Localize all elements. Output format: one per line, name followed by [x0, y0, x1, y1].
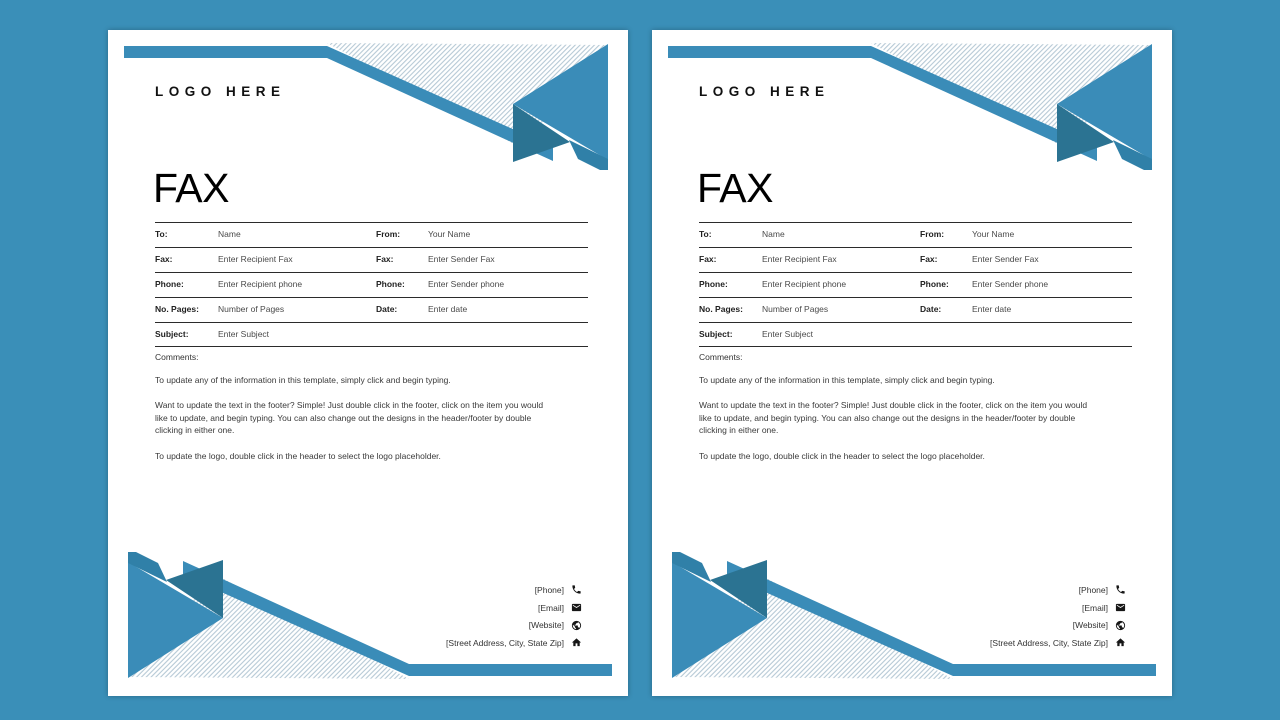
field-label-from: From:	[920, 229, 945, 239]
form-row-phone: Phone: Enter Recipient phone Phone: Ente…	[699, 272, 1132, 297]
field-value-recipient-phone[interactable]: Enter Recipient phone	[218, 279, 303, 289]
field-value-recipient-fax[interactable]: Enter Recipient Fax	[218, 254, 293, 264]
field-label-date: Date:	[920, 304, 942, 314]
field-label-recipient-phone: Phone:	[155, 279, 184, 289]
instruction-paragraph[interactable]: Want to update the text in the footer? S…	[699, 400, 1088, 436]
contact-row-email: [Email]	[990, 599, 1126, 617]
contact-row-address: [Street Address, City, State Zip]	[990, 634, 1126, 652]
form-row-pages-date: No. Pages: Number of Pages Date: Enter d…	[699, 297, 1132, 322]
phone-placeholder[interactable]: [Phone]	[534, 584, 564, 595]
website-icon	[571, 620, 582, 631]
address-placeholder[interactable]: [Street Address, City, State Zip]	[990, 637, 1108, 648]
comments-label[interactable]: Comments:	[155, 352, 199, 362]
home-icon	[1115, 637, 1126, 648]
field-label-recipient-fax: Fax:	[699, 254, 717, 264]
form-row-pages-date: No. Pages: Number of Pages Date: Enter d…	[155, 297, 588, 322]
field-value-date[interactable]: Enter date	[428, 304, 468, 314]
field-label-sender-fax: Fax:	[376, 254, 394, 264]
comments-label[interactable]: Comments:	[699, 352, 743, 362]
fax-form: To: Name From: Your Name Fax: Enter Reci…	[699, 222, 1132, 347]
field-label-date: Date:	[376, 304, 398, 314]
fax-cover-page-1: LOGO HERE FAX To: Name From: Your Name F…	[108, 30, 628, 696]
footer-origami-graphic	[672, 552, 1156, 679]
field-value-subject[interactable]: Enter Subject	[218, 329, 270, 339]
field-label-no-pages: No. Pages:	[155, 304, 199, 314]
form-row-fax: Fax: Enter Recipient Fax Fax: Enter Send…	[155, 247, 588, 272]
contact-row-address: [Street Address, City, State Zip]	[446, 634, 582, 652]
field-label-sender-phone: Phone:	[376, 279, 405, 289]
field-label-subject: Subject:	[699, 329, 733, 339]
form-row-fax: Fax: Enter Recipient Fax Fax: Enter Send…	[699, 247, 1132, 272]
form-row-phone: Phone: Enter Recipient phone Phone: Ente…	[155, 272, 588, 297]
field-value-recipient-phone[interactable]: Enter Recipient phone	[762, 279, 847, 289]
field-label-sender-fax: Fax:	[920, 254, 938, 264]
form-row-to-from: To: Name From: Your Name	[699, 222, 1132, 247]
website-icon	[1115, 620, 1126, 631]
page-title: FAX	[153, 165, 229, 211]
field-label-sender-phone: Phone:	[920, 279, 949, 289]
field-value-date[interactable]: Enter date	[972, 304, 1012, 314]
footer-origami-graphic	[128, 552, 612, 679]
field-value-no-pages[interactable]: Number of Pages	[218, 304, 285, 314]
form-row-subject: Subject: Enter Subject	[155, 322, 588, 347]
contact-row-email: [Email]	[446, 599, 582, 617]
field-value-recipient-fax[interactable]: Enter Recipient Fax	[762, 254, 837, 264]
email-icon	[1115, 602, 1126, 613]
field-label-from: From:	[376, 229, 401, 239]
email-icon	[571, 602, 582, 613]
phone-icon	[1115, 584, 1126, 595]
email-placeholder[interactable]: [Email]	[1082, 602, 1108, 613]
logo-placeholder[interactable]: LOGO HERE	[699, 84, 830, 99]
page-title: FAX	[697, 165, 773, 211]
contact-row-phone: [Phone]	[446, 581, 582, 599]
field-value-to[interactable]: Name	[218, 229, 241, 239]
instructions-block: To update any of the information in this…	[155, 374, 555, 475]
field-label-to: To:	[699, 229, 712, 239]
contact-row-website: [Website]	[446, 616, 582, 634]
instruction-paragraph[interactable]: To update any of the information in this…	[699, 375, 995, 385]
phone-icon	[571, 584, 582, 595]
contact-row-phone: [Phone]	[990, 581, 1126, 599]
field-value-sender-fax[interactable]: Enter Sender Fax	[428, 254, 495, 264]
phone-placeholder[interactable]: [Phone]	[1078, 584, 1108, 595]
field-label-subject: Subject:	[155, 329, 189, 339]
logo-placeholder[interactable]: LOGO HERE	[155, 84, 286, 99]
field-label-to: To:	[155, 229, 168, 239]
form-row-to-from: To: Name From: Your Name	[155, 222, 588, 247]
field-value-sender-phone[interactable]: Enter Sender phone	[972, 279, 1049, 289]
instruction-paragraph[interactable]: To update the logo, double click in the …	[155, 450, 441, 461]
field-value-sender-phone[interactable]: Enter Sender phone	[428, 279, 505, 289]
website-placeholder[interactable]: [Website]	[528, 620, 564, 631]
field-value-from[interactable]: Your Name	[428, 229, 471, 239]
field-label-recipient-phone: Phone:	[699, 279, 728, 289]
home-icon	[571, 637, 582, 648]
field-value-sender-fax[interactable]: Enter Sender Fax	[972, 254, 1039, 264]
field-label-no-pages: No. Pages:	[699, 304, 743, 314]
instruction-paragraph[interactable]: Want to update the text in the footer? S…	[155, 400, 544, 436]
footer-contact-list: [Phone] [Email] [Website] [Street Addres…	[990, 581, 1126, 652]
header-origami-graphic	[668, 43, 1152, 170]
email-placeholder[interactable]: [Email]	[538, 602, 564, 613]
instruction-paragraph[interactable]: To update any of the information in this…	[155, 375, 451, 385]
header-origami-graphic	[124, 43, 608, 170]
instruction-paragraph[interactable]: To update the logo, double click in the …	[699, 450, 985, 461]
field-label-recipient-fax: Fax:	[155, 254, 173, 264]
footer-contact-list: [Phone] [Email] [Website] [Street Addres…	[446, 581, 582, 652]
address-placeholder[interactable]: [Street Address, City, State Zip]	[446, 637, 564, 648]
contact-row-website: [Website]	[990, 616, 1126, 634]
fax-cover-page-2: LOGO HERE FAX To: Name From: Your Name F…	[652, 30, 1172, 696]
field-value-no-pages[interactable]: Number of Pages	[762, 304, 829, 314]
form-row-subject: Subject: Enter Subject	[699, 322, 1132, 347]
field-value-subject[interactable]: Enter Subject	[762, 329, 814, 339]
field-value-from[interactable]: Your Name	[972, 229, 1015, 239]
fax-form: To: Name From: Your Name Fax: Enter Reci…	[155, 222, 588, 347]
field-value-to[interactable]: Name	[762, 229, 785, 239]
instructions-block: To update any of the information in this…	[699, 374, 1099, 475]
website-placeholder[interactable]: [Website]	[1072, 620, 1108, 631]
